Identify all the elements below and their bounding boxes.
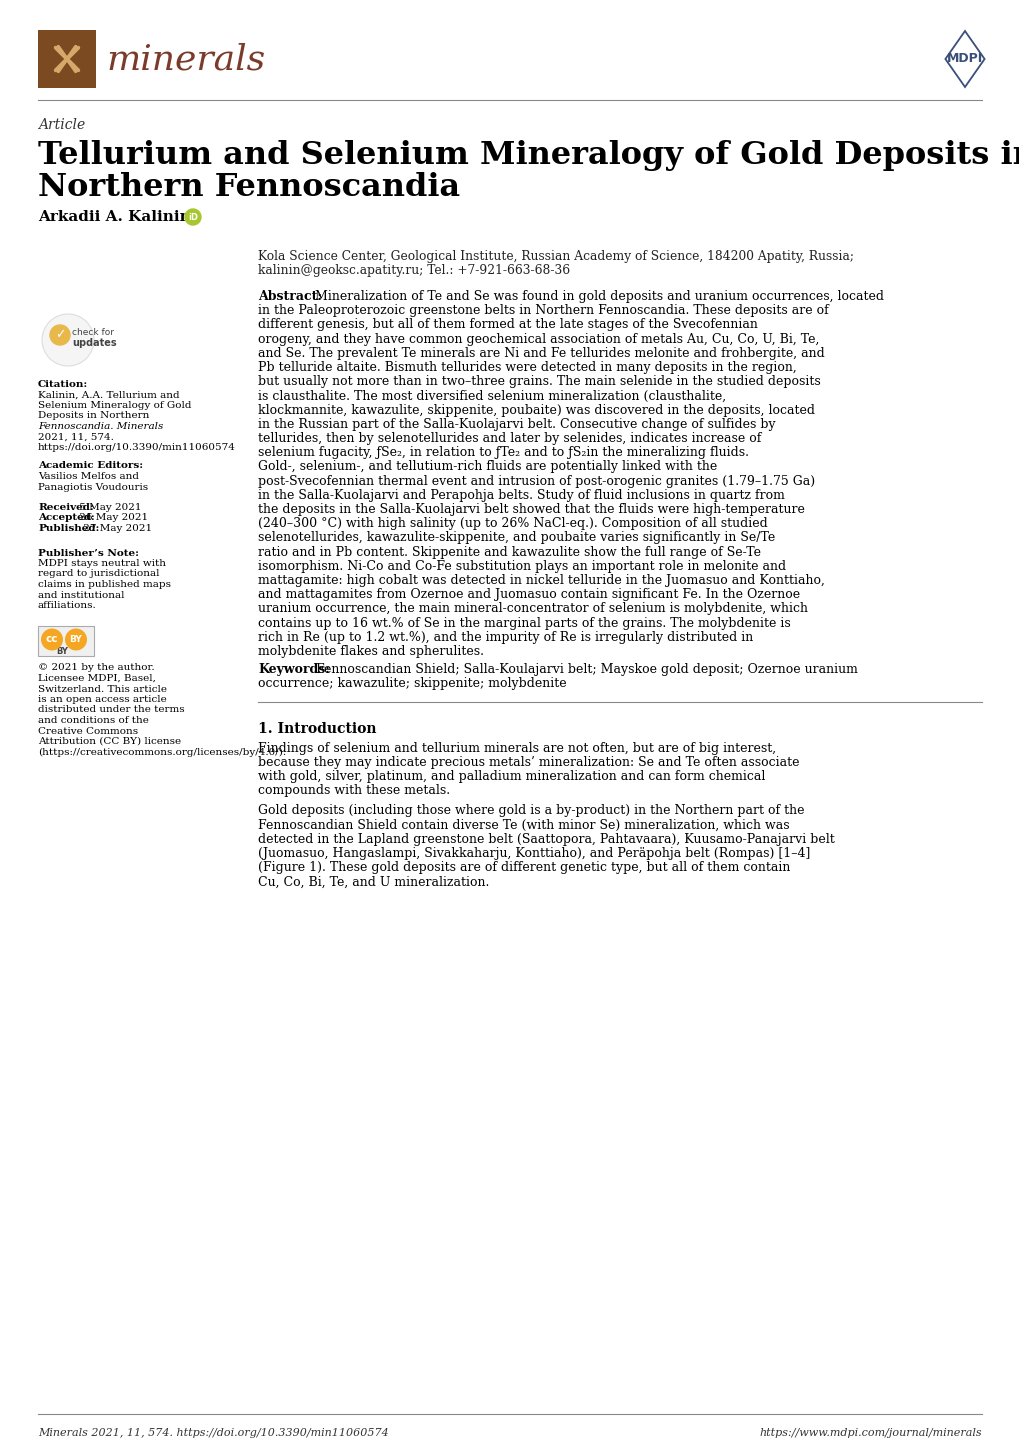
Text: https://doi.org/10.3390/min11060574: https://doi.org/10.3390/min11060574: [38, 443, 235, 451]
Circle shape: [50, 324, 70, 345]
Text: ✓: ✓: [55, 329, 65, 342]
Text: compounds with these metals.: compounds with these metals.: [258, 784, 449, 797]
Text: Fennoscandian Shield; Salla-Koulajarvi belt; Mayskoe gold deposit; Ozernoe urani: Fennoscandian Shield; Salla-Koulajarvi b…: [316, 663, 857, 676]
Text: in the Paleoproterozoic greenstone belts in Northern Fennoscandia. These deposit: in the Paleoproterozoic greenstone belts…: [258, 304, 828, 317]
Circle shape: [184, 209, 201, 225]
Text: affiliations.: affiliations.: [38, 601, 97, 610]
Text: Arkadii A. Kalinin: Arkadii A. Kalinin: [38, 211, 191, 224]
Text: Gold deposits (including those where gold is a by-product) in the Northern part : Gold deposits (including those where gol…: [258, 805, 804, 818]
Text: klockmannite, kawazulite, skippenite, poubaite) was discovered in the deposits, : klockmannite, kawazulite, skippenite, po…: [258, 404, 814, 417]
Text: in the Salla-Kuolajarvi and Perapohja belts. Study of fluid inclusions in quartz: in the Salla-Kuolajarvi and Perapohja be…: [258, 489, 784, 502]
Text: Creative Commons: Creative Commons: [38, 727, 138, 735]
Text: Citation:: Citation:: [38, 381, 89, 389]
Text: in the Russian part of the Salla-Kuolajarvi belt. Consecutive change of sulfides: in the Russian part of the Salla-Kuolaja…: [258, 418, 774, 431]
Text: Minerals 2021, 11, 574. https://doi.org/10.3390/min11060574: Minerals 2021, 11, 574. https://doi.org/…: [38, 1428, 388, 1438]
Text: cc: cc: [46, 634, 58, 645]
Text: © 2021 by the author.: © 2021 by the author.: [38, 663, 155, 672]
Text: selenium fugacity, ƒSe₂, in relation to ƒTe₂ and to ƒS₂in the mineralizing fluid: selenium fugacity, ƒSe₂, in relation to …: [258, 446, 748, 459]
Text: and Se. The prevalent Te minerals are Ni and Fe tellurides melonite and frohberg: and Se. The prevalent Te minerals are Ni…: [258, 346, 824, 360]
Text: tellurides, then by selenotellurides and later by selenides, indicates increase : tellurides, then by selenotellurides and…: [258, 433, 760, 446]
Text: Gold-, selenium-, and tellutium-rich fluids are potentially linked with the: Gold-, selenium-, and tellutium-rich flu…: [258, 460, 716, 473]
Text: 2021, 11, 574.: 2021, 11, 574.: [38, 433, 114, 441]
Text: Cu, Co, Bi, Te, and U mineralization.: Cu, Co, Bi, Te, and U mineralization.: [258, 875, 489, 888]
Text: Panagiotis Voudouris: Panagiotis Voudouris: [38, 483, 148, 492]
Text: check for: check for: [72, 327, 114, 337]
Text: (240–300 °C) with high salinity (up to 26% NaCl-eq.). Composition of all studied: (240–300 °C) with high salinity (up to 2…: [258, 518, 767, 531]
Text: Kalinin, A.A. Tellurium and: Kalinin, A.A. Tellurium and: [38, 391, 179, 399]
Text: Published:: Published:: [38, 523, 99, 534]
Text: Received:: Received:: [38, 503, 94, 512]
Text: is clausthalite. The most diversified selenium mineralization (clausthalite,: is clausthalite. The most diversified se…: [258, 389, 726, 402]
Text: Northern Fennoscandia: Northern Fennoscandia: [38, 172, 460, 203]
Text: iD: iD: [187, 212, 198, 222]
Text: selenotellurides, kawazulite-skippenite, and poubaite varies significantly in Se: selenotellurides, kawazulite-skippenite,…: [258, 532, 774, 545]
Text: different genesis, but all of them formed at the late stages of the Svecofennian: different genesis, but all of them forme…: [258, 319, 757, 332]
Text: minerals: minerals: [106, 42, 265, 76]
Text: occurrence; kawazulite; skippenite; molybdenite: occurrence; kawazulite; skippenite; moly…: [258, 678, 567, 691]
Text: and conditions of the: and conditions of the: [38, 717, 149, 725]
Text: rich in Re (up to 1.2 wt.%), and the impurity of Re is irregularly distributed i: rich in Re (up to 1.2 wt.%), and the imp…: [258, 630, 752, 643]
FancyBboxPatch shape: [38, 30, 96, 88]
Text: ratio and in Pb content. Skippenite and kawazulite show the full range of Se-Te: ratio and in Pb content. Skippenite and …: [258, 545, 760, 558]
Text: the deposits in the Salla-Kuolajarvi belt showed that the fluids were high-tempe: the deposits in the Salla-Kuolajarvi bel…: [258, 503, 804, 516]
Text: (https://creativecommons.org/licenses/by/4.0/).: (https://creativecommons.org/licenses/by…: [38, 747, 286, 757]
Text: Article: Article: [38, 118, 86, 133]
Text: 5 May 2021: 5 May 2021: [75, 503, 142, 512]
Text: (Juomasuo, Hangaslampi, Sivakkaharju, Konttiaho), and Peräpohja belt (Rompas) [1: (Juomasuo, Hangaslampi, Sivakkaharju, Ko…: [258, 846, 809, 859]
Text: MDPI stays neutral with: MDPI stays neutral with: [38, 559, 166, 568]
Text: Licensee MDPI, Basel,: Licensee MDPI, Basel,: [38, 673, 156, 684]
Text: contains up to 16 wt.% of Se in the marginal parts of the grains. The molybdenit: contains up to 16 wt.% of Se in the marg…: [258, 617, 790, 630]
Text: Selenium Mineralogy of Gold: Selenium Mineralogy of Gold: [38, 401, 192, 410]
Text: (Figure 1). These gold deposits are of different genetic type, but all of them c: (Figure 1). These gold deposits are of d…: [258, 861, 790, 874]
Text: orogeny, and they have common geochemical association of metals Au, Cu, Co, U, B: orogeny, and they have common geochemica…: [258, 333, 818, 346]
Text: 1. Introduction: 1. Introduction: [258, 721, 376, 735]
Text: kalinin@geoksc.apatity.ru; Tel.: +7-921-663-68-36: kalinin@geoksc.apatity.ru; Tel.: +7-921-…: [258, 264, 570, 277]
Text: isomorphism. Ni-Co and Co-Fe substitution plays an important role in melonite an: isomorphism. Ni-Co and Co-Fe substitutio…: [258, 559, 786, 572]
Text: and mattagamites from Ozernoe and Juomasuo contain significant Fe. In the Ozerno: and mattagamites from Ozernoe and Juomas…: [258, 588, 799, 601]
Text: Academic Editors:: Academic Editors:: [38, 461, 143, 470]
Text: Keywords:: Keywords:: [258, 663, 329, 676]
Text: Accepted:: Accepted:: [38, 513, 95, 522]
Text: https://www.mdpi.com/journal/minerals: https://www.mdpi.com/journal/minerals: [758, 1428, 981, 1438]
Text: Fennoscandian Shield contain diverse Te (with minor Se) mineralization, which wa: Fennoscandian Shield contain diverse Te …: [258, 819, 789, 832]
Text: Switzerland. This article: Switzerland. This article: [38, 685, 167, 694]
Text: Pb telluride altaite. Bismuth tellurides were detected in many deposits in the r: Pb telluride altaite. Bismuth tellurides…: [258, 360, 796, 373]
Text: 27 May 2021: 27 May 2021: [79, 523, 152, 534]
Text: Attribution (CC BY) license: Attribution (CC BY) license: [38, 737, 181, 746]
Text: Tellurium and Selenium Mineralogy of Gold Deposits in: Tellurium and Selenium Mineralogy of Gol…: [38, 140, 1019, 172]
Text: Deposits in Northern: Deposits in Northern: [38, 411, 149, 421]
Text: Findings of selenium and tellurium minerals are not often, but are of big intere: Findings of selenium and tellurium miner…: [258, 741, 775, 754]
Text: detected in the Lapland greenstone belt (Saattopora, Pahtavaara), Kuusamo-Panaja: detected in the Lapland greenstone belt …: [258, 833, 834, 846]
Text: regard to jurisdictional: regard to jurisdictional: [38, 570, 159, 578]
Circle shape: [65, 629, 87, 650]
Circle shape: [42, 314, 94, 366]
Text: because they may indicate precious metals’ mineralization: Se and Te often assoc: because they may indicate precious metal…: [258, 756, 799, 769]
Text: 26 May 2021: 26 May 2021: [75, 513, 148, 522]
Circle shape: [41, 629, 63, 650]
Text: mattagamite: high cobalt was detected in nickel telluride in the Juomasuo and Ko: mattagamite: high cobalt was detected in…: [258, 574, 824, 587]
Text: with gold, silver, platinum, and palladium mineralization and can form chemical: with gold, silver, platinum, and palladi…: [258, 770, 764, 783]
Text: Mineralization of Te and Se was found in gold deposits and uranium occurrences, : Mineralization of Te and Se was found in…: [315, 290, 883, 303]
Text: post-Svecofennian thermal event and intrusion of post-orogenic granites (1.79–1.: post-Svecofennian thermal event and intr…: [258, 474, 814, 487]
Text: molybdenite flakes and spherulites.: molybdenite flakes and spherulites.: [258, 645, 484, 658]
Text: BY: BY: [56, 647, 68, 656]
Text: claims in published maps: claims in published maps: [38, 580, 171, 588]
Text: Publisher’s Note:: Publisher’s Note:: [38, 548, 139, 558]
Text: and institutional: and institutional: [38, 591, 124, 600]
Text: Kola Science Center, Geological Institute, Russian Academy of Science, 184200 Ap: Kola Science Center, Geological Institut…: [258, 249, 853, 262]
Text: Abstract:: Abstract:: [258, 290, 322, 303]
FancyBboxPatch shape: [38, 626, 94, 656]
Text: BY: BY: [69, 634, 83, 645]
Text: distributed under the terms: distributed under the terms: [38, 705, 184, 714]
Text: uranium occurrence, the main mineral-concentrator of selenium is molybdenite, wh: uranium occurrence, the main mineral-con…: [258, 603, 807, 616]
Text: MDPI: MDPI: [946, 52, 982, 65]
Text: Fennoscandia. Minerals: Fennoscandia. Minerals: [38, 423, 163, 431]
Text: but usually not more than in two–three grains. The main selenide in the studied : but usually not more than in two–three g…: [258, 375, 820, 388]
Text: updates: updates: [72, 337, 116, 348]
Text: is an open access article: is an open access article: [38, 695, 166, 704]
Text: Vasilios Melfos and: Vasilios Melfos and: [38, 472, 139, 482]
